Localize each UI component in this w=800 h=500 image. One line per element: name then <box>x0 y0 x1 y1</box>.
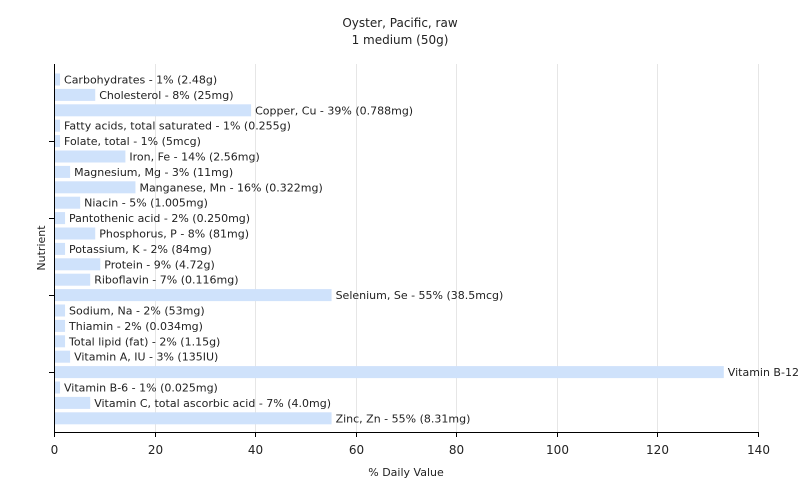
bar <box>55 119 61 132</box>
bar <box>55 212 66 225</box>
bar-value-label: Protein - 9% (4.72g) <box>104 258 215 271</box>
bar <box>55 396 91 409</box>
bar-value-label: Carbohydrates - 1% (2.48g) <box>64 74 217 87</box>
bar <box>55 350 71 363</box>
bar-value-label: Potassium, K - 2% (84mg) <box>69 243 212 256</box>
x-tick-label: 80 <box>449 443 464 457</box>
bar <box>55 319 66 332</box>
y-axis-title: Nutrient <box>35 225 48 271</box>
bar-labels: Carbohydrates - 1% (2.48g) Cholesterol - … <box>64 74 800 426</box>
bar-value-label: Vitamin C, total ascorbic acid - 7% (4.0… <box>94 397 331 410</box>
x-axis-title: % Daily Value <box>368 466 444 479</box>
bar-value-label: Phosphorus, P - 8% (81mg) <box>99 228 249 241</box>
axes: 0 20 40 60 80 100 120 140 <box>49 64 770 457</box>
bar-value-label: Riboflavin - 7% (0.116mg) <box>94 274 238 287</box>
bar <box>55 335 66 348</box>
bar-value-label: Magnesium, Mg - 3% (11mg) <box>74 166 233 179</box>
bar <box>55 304 66 317</box>
bar <box>55 412 332 425</box>
bar <box>55 289 332 302</box>
bar <box>55 181 136 194</box>
bar-value-label: Vitamin A, IU - 3% (135IU) <box>74 351 218 364</box>
chart-title: Oyster, Pacific, raw <box>342 16 458 30</box>
bar-value-label: Vitamin B-6 - 1% (0.025mg) <box>64 382 218 395</box>
bar-value-label: Selenium, Se - 55% (38.5mcg) <box>336 289 504 302</box>
bar-value-label: Fatty acids, total saturated - 1% (0.255… <box>64 120 291 133</box>
bar-value-label: Copper, Cu - 39% (0.788mg) <box>255 104 413 117</box>
bar <box>55 381 61 394</box>
bar-value-label: Total lipid (fat) - 2% (1.15g) <box>68 335 220 348</box>
x-tick-label: 60 <box>349 443 364 457</box>
bar <box>55 88 96 101</box>
bar <box>55 227 96 240</box>
x-tick-label: 20 <box>148 443 163 457</box>
bar-value-label: Vitamin B-12 - 133% (8.00mcg) <box>728 366 800 379</box>
bar <box>55 258 101 271</box>
x-tick-label: 140 <box>747 443 770 457</box>
bar-value-label: Pantothenic acid - 2% (0.250mg) <box>69 212 250 225</box>
bar <box>55 150 126 163</box>
bar-value-label: Zinc, Zn - 55% (8.31mg) <box>336 412 471 425</box>
bar <box>55 165 71 178</box>
bar-value-label: Iron, Fe - 14% (2.56mg) <box>129 151 259 164</box>
bar <box>55 104 252 117</box>
bar <box>55 73 61 86</box>
bar <box>55 273 91 286</box>
bar-value-label: Folate, total - 1% (5mcg) <box>64 135 201 148</box>
bar-value-label: Cholesterol - 8% (25mg) <box>99 89 233 102</box>
bar-value-label: Niacin - 5% (1.005mg) <box>84 197 208 210</box>
bars <box>55 73 724 425</box>
x-tick-label: 40 <box>248 443 263 457</box>
gridlines <box>155 64 759 432</box>
bar <box>55 366 724 379</box>
chart-subtitle: 1 medium (50g) <box>352 33 449 47</box>
x-tick-label: 0 <box>51 443 59 457</box>
bar-value-label: Sodium, Na - 2% (53mg) <box>69 305 205 318</box>
bar <box>55 135 61 148</box>
bar <box>55 196 81 209</box>
x-tick-label: 100 <box>546 443 569 457</box>
bar <box>55 242 66 255</box>
bar-value-label: Thiamin - 2% (0.034mg) <box>68 320 203 333</box>
bar-value-label: Manganese, Mn - 16% (0.322mg) <box>139 181 322 194</box>
x-tick-label: 120 <box>646 443 669 457</box>
